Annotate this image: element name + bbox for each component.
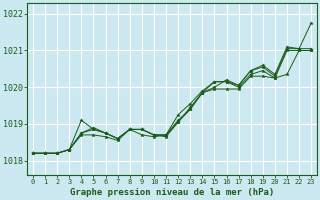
X-axis label: Graphe pression niveau de la mer (hPa): Graphe pression niveau de la mer (hPa) [70,188,274,197]
